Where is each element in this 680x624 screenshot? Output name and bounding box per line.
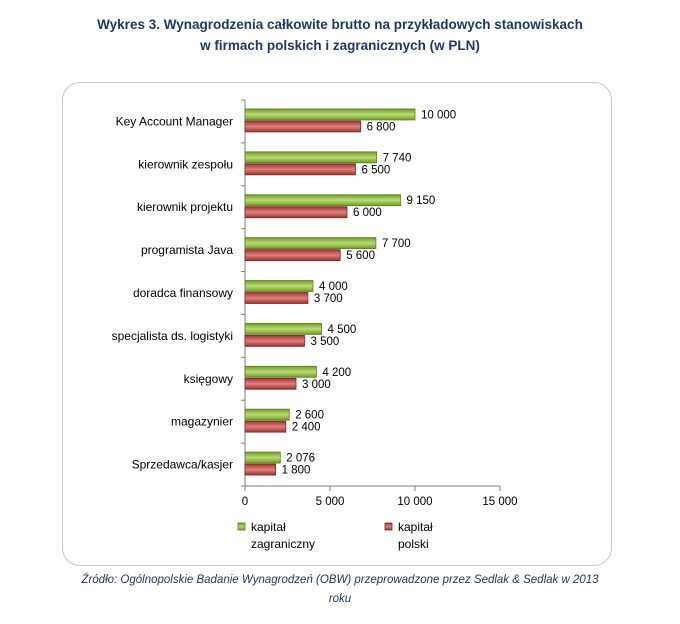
data-label-foreign: 9 150 [407,195,436,207]
bar-foreign [244,322,322,335]
bar-foreign [244,280,314,292]
bar-foreign [244,408,290,421]
legend-swatch-polish [384,522,393,531]
bar-chart: 0 5 000 10 000 15 000 Key Account Manager 10 … [112,99,518,551]
x-tick-label: 0 [242,496,248,508]
source-line-2: roku [328,593,352,605]
legend-label-polish: polski [398,537,429,551]
legend-label-foreign: kapitał [251,520,286,534]
bar-polish [244,377,297,390]
data-label-polish: 1 800 [282,465,311,477]
legend-swatch-foreign [237,522,246,531]
category-label: kierownik projektu [137,200,233,214]
bar-foreign [244,365,317,378]
legend-label-polish: kapitał [398,520,433,534]
data-label-polish: 3 000 [302,379,331,391]
x-tick-label: 15 000 [482,496,517,508]
data-label-foreign: 4 000 [319,281,348,293]
chart-title-line-2: w firmach polskich i zagranicznych (w PL… [200,38,480,53]
category-label: Sprzedawca/kasjer [132,458,233,472]
x-tick-label: 10 000 [397,496,432,508]
data-label-polish: 2 400 [292,422,321,434]
category-label: programista Java [141,243,233,257]
data-label-foreign: 2 076 [286,453,315,465]
bar-foreign [244,237,377,250]
source-note: Źródło: Ogólnopolskie Badanie Wynagrodze… [0,571,680,609]
category-label: Key Account Manager [116,114,233,128]
data-label-foreign: 10 000 [421,109,456,121]
x-tick-label: 5 000 [316,496,345,508]
bar-polish [244,334,305,347]
chart-title-line-1: Wykres 3. Wynagrodzenia całkowite brutto… [97,17,583,32]
bar-polish [244,292,309,304]
data-label-foreign: 7 740 [383,152,412,164]
data-label-polish: 5 600 [346,250,375,262]
bar-foreign [244,151,377,164]
data-label-polish: 3 700 [314,293,343,305]
bar-polish [244,163,356,176]
category-label: doradca finansowy [133,286,233,300]
bar-polish [244,463,277,476]
bar-polish [244,206,348,219]
bar-foreign [244,108,416,121]
data-label-polish: 6 500 [362,164,391,176]
source-line-1: Źródło: Ogólnopolskie Badanie Wynagrodze… [81,574,599,586]
bar-polish [244,249,341,262]
category-label: kierownik zespołu [138,157,233,171]
category-label: specjalista ds. logistyki [112,329,233,343]
data-label-foreign: 4 500 [328,324,357,336]
legend-label-foreign: zagraniczny [251,537,315,551]
bar-foreign [244,451,281,464]
bar-polish [244,420,287,433]
category-label: księgowy [184,372,233,386]
data-label-polish: 6 800 [367,121,396,133]
data-label-foreign: 7 700 [382,238,411,250]
data-label-polish: 3 500 [311,336,340,348]
data-label-polish: 6 000 [353,207,382,219]
category-label: magazynier [171,415,233,429]
bar-foreign [244,194,401,207]
bar-polish [244,120,361,133]
chart-title: Wykres 3. Wynagrodzenia całkowite brutto… [0,14,680,56]
data-label-foreign: 2 600 [295,410,324,422]
data-label-foreign: 4 200 [322,367,351,379]
